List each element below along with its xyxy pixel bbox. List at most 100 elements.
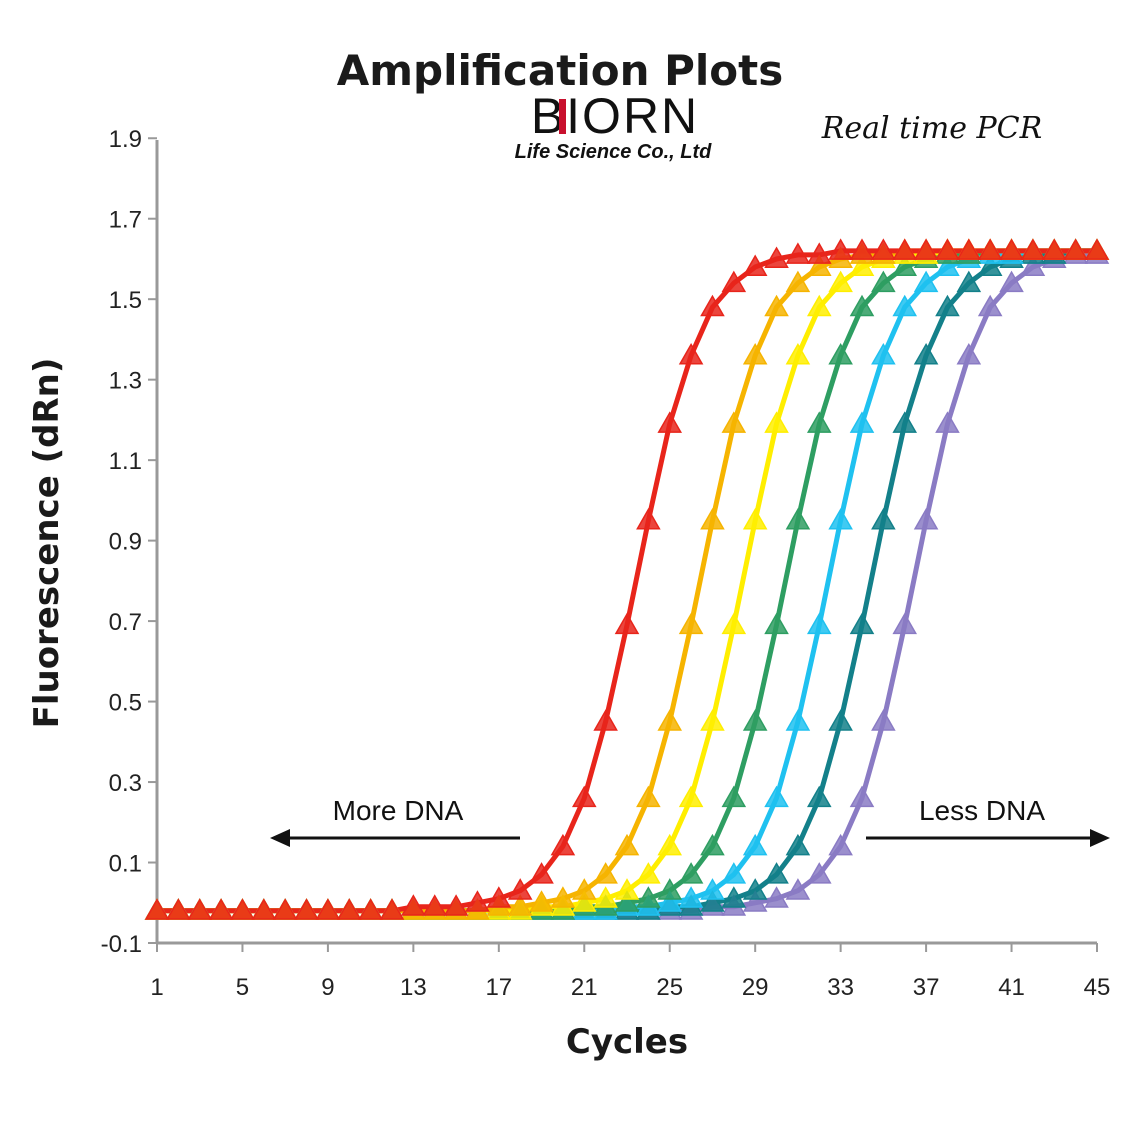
less-dna-label: Less DNA xyxy=(919,795,1045,826)
tagline: Real time PCR xyxy=(821,111,1042,146)
data-point-marker xyxy=(700,294,725,317)
data-point-marker xyxy=(785,709,811,731)
data-point-marker xyxy=(892,612,918,635)
data-point-marker xyxy=(1020,238,1046,260)
data-point-marker xyxy=(806,862,832,884)
data-point-marker xyxy=(529,890,554,912)
y-tick-label: 0.5 xyxy=(109,690,142,717)
x-axis-label: Cycles xyxy=(566,1022,688,1062)
data-point-marker xyxy=(657,411,683,433)
data-point-marker xyxy=(956,270,982,293)
data-point-marker xyxy=(935,411,960,433)
data-point-marker xyxy=(935,238,960,260)
data-point-marker xyxy=(700,709,725,731)
data-point-marker xyxy=(806,411,832,433)
data-point-marker xyxy=(849,411,875,433)
data-point-marker xyxy=(571,890,597,912)
data-point-marker xyxy=(849,785,875,808)
data-point-marker xyxy=(507,894,533,916)
data-point-marker xyxy=(892,411,918,433)
data-point-marker xyxy=(678,886,704,908)
data-point-marker xyxy=(999,238,1024,260)
data-point-marker xyxy=(272,898,298,920)
data-point-marker xyxy=(593,709,618,731)
data-point-marker xyxy=(828,270,853,293)
data-point-marker xyxy=(507,878,533,900)
data-point-marker xyxy=(358,898,383,920)
data-point-marker xyxy=(935,294,960,317)
data-point-marker xyxy=(614,878,640,900)
data-point-marker xyxy=(636,785,661,808)
data-point-marker xyxy=(294,898,319,920)
data-point-marker xyxy=(785,270,811,293)
data-point-marker xyxy=(721,411,747,433)
data-point-marker xyxy=(871,709,896,731)
data-point-marker xyxy=(465,890,490,912)
data-point-marker xyxy=(977,238,1003,260)
data-point-marker xyxy=(1020,254,1046,276)
data-point-marker xyxy=(401,894,426,916)
data-point-marker xyxy=(742,343,768,365)
data-point-marker xyxy=(614,890,640,912)
data-point-marker xyxy=(379,898,405,920)
x-tick-label: 41 xyxy=(998,974,1025,1001)
data-point-marker xyxy=(785,507,811,530)
y-tick-label: 0.9 xyxy=(109,529,142,556)
company-logo: BIORN Life Science Co., Ltd xyxy=(515,88,712,163)
x-tick-label: 13 xyxy=(400,974,427,1001)
more-dna-label: More DNA xyxy=(333,795,464,826)
data-point-marker xyxy=(806,612,832,635)
data-point-marker xyxy=(721,785,747,808)
data-point-marker xyxy=(806,294,832,317)
data-point-marker xyxy=(678,862,704,884)
data-point-marker xyxy=(871,343,896,365)
data-point-marker xyxy=(764,886,789,908)
y-tick-label: 1.7 xyxy=(109,207,142,234)
data-point-marker xyxy=(1041,238,1067,260)
series-layer xyxy=(144,238,1110,920)
data-point-marker xyxy=(871,507,896,530)
series-markers-1 xyxy=(144,238,1110,920)
data-point-marker xyxy=(144,898,170,920)
data-point-marker xyxy=(1084,238,1110,260)
data-point-marker xyxy=(913,270,939,293)
data-point-marker xyxy=(166,898,191,920)
data-point-marker xyxy=(657,878,683,900)
data-point-marker xyxy=(251,898,277,920)
data-point-marker xyxy=(571,785,597,808)
data-point-marker xyxy=(871,270,896,293)
data-point-marker xyxy=(999,270,1024,293)
x-tick-label: 17 xyxy=(485,974,512,1001)
data-point-marker xyxy=(828,343,853,365)
data-point-marker xyxy=(636,862,661,884)
logo-wordmark: BIORN xyxy=(531,88,699,144)
data-point-marker xyxy=(849,238,875,260)
data-point-marker xyxy=(892,294,918,317)
data-point-marker xyxy=(529,862,554,884)
data-point-marker xyxy=(315,898,341,920)
logo-accent-bar xyxy=(559,99,566,134)
data-point-marker xyxy=(785,242,811,264)
data-point-marker xyxy=(657,709,683,731)
data-point-marker xyxy=(892,238,918,260)
data-point-marker xyxy=(764,246,789,268)
data-point-marker xyxy=(828,709,853,731)
data-point-marker xyxy=(657,890,683,912)
y-tick-label: 0.3 xyxy=(109,770,142,797)
x-tick-label: 29 xyxy=(742,974,769,1001)
data-point-marker xyxy=(977,254,1003,276)
data-point-marker xyxy=(657,833,683,856)
data-point-marker xyxy=(742,878,768,900)
data-point-marker xyxy=(443,894,469,916)
data-point-marker xyxy=(700,833,725,856)
x-tick-label: 1 xyxy=(150,974,163,1001)
data-point-marker xyxy=(593,862,618,884)
data-point-marker xyxy=(785,833,811,856)
data-point-marker xyxy=(486,886,512,908)
data-point-marker xyxy=(208,898,234,920)
data-point-marker xyxy=(230,898,255,920)
data-point-marker xyxy=(828,238,853,260)
data-point-marker xyxy=(913,238,939,260)
data-point-marker xyxy=(700,878,725,900)
